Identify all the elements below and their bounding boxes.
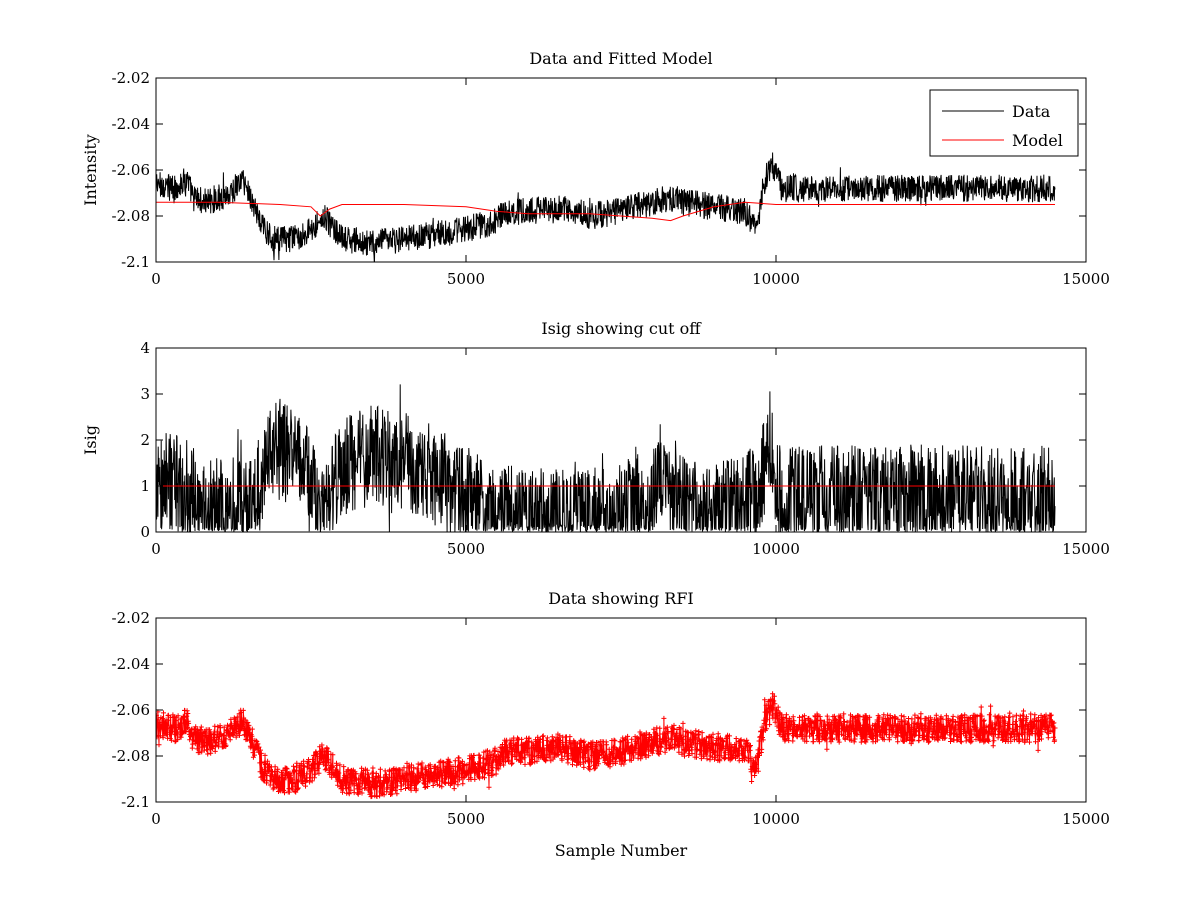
y-tick-label: -2.06 bbox=[112, 701, 150, 719]
x-tick-label: 10000 bbox=[752, 540, 800, 558]
y-tick-label: -2.04 bbox=[112, 655, 150, 673]
x-axis-label: Sample Number bbox=[555, 841, 688, 860]
x-tick-label: 5000 bbox=[447, 270, 485, 288]
y-tick-label: -2.02 bbox=[112, 609, 150, 627]
x-tick-label: 10000 bbox=[752, 270, 800, 288]
x-tick-label: 15000 bbox=[1062, 270, 1110, 288]
series-group bbox=[156, 152, 1056, 262]
chart-title: Data showing RFI bbox=[548, 589, 693, 608]
y-tick-label: -2.1 bbox=[121, 253, 150, 271]
x-tick-label: 0 bbox=[151, 810, 161, 828]
legend-label-data: Data bbox=[1012, 102, 1051, 121]
y-tick-label: -2.06 bbox=[112, 161, 150, 179]
y-tick-label: 4 bbox=[140, 339, 150, 357]
chart-panel-2: 0 5000 10000 15000 0 1 2 3 4 Isig showing cut off… bbox=[81, 319, 1110, 558]
x-tick-label: 5000 bbox=[447, 810, 485, 828]
series-model-line bbox=[156, 201, 1055, 222]
y-tick-label: -2.02 bbox=[112, 69, 150, 87]
plot-area bbox=[156, 618, 1086, 802]
y-tick-label: -2.08 bbox=[112, 207, 150, 225]
series-group bbox=[156, 691, 1058, 800]
x-tick-label: 10000 bbox=[752, 810, 800, 828]
legend: Data Model bbox=[929, 89, 1079, 157]
chart-title: Isig showing cut off bbox=[541, 319, 702, 338]
y-tick-label: 1 bbox=[140, 477, 150, 495]
x-tick-label: 0 bbox=[151, 270, 161, 288]
x-tick-label: 0 bbox=[151, 540, 161, 558]
chart-panel-3: 0 5000 10000 15000 -2.1 -2.08 -2.06 -2.04 -2.02 D… bbox=[112, 589, 1110, 860]
series-data-line bbox=[156, 152, 1056, 262]
x-tick-label: 15000 bbox=[1062, 810, 1110, 828]
x-tick-label: 5000 bbox=[447, 540, 485, 558]
y-tick-label: -2.1 bbox=[121, 793, 150, 811]
chart-title: Data and Fitted Model bbox=[529, 49, 712, 68]
series-1-markers bbox=[156, 691, 1058, 800]
y-tick-label: 2 bbox=[140, 431, 150, 449]
y-axis-label: Isig bbox=[81, 425, 100, 455]
y-tick-label: -2.04 bbox=[112, 115, 150, 133]
y-tick-label: -2.08 bbox=[112, 747, 150, 765]
legend-label-model: Model bbox=[1012, 131, 1063, 150]
y-tick-label: 3 bbox=[140, 385, 150, 403]
y-tick-label: 0 bbox=[140, 523, 150, 541]
x-tick-label: 15000 bbox=[1062, 540, 1110, 558]
chart-panel-1: 0 5000 10000 15000 -2.1 -2.08 -2.06 -2.04 -2.02 D… bbox=[81, 49, 1110, 288]
legend-box bbox=[929, 89, 1079, 157]
y-axis-label: Intensity bbox=[81, 134, 100, 206]
